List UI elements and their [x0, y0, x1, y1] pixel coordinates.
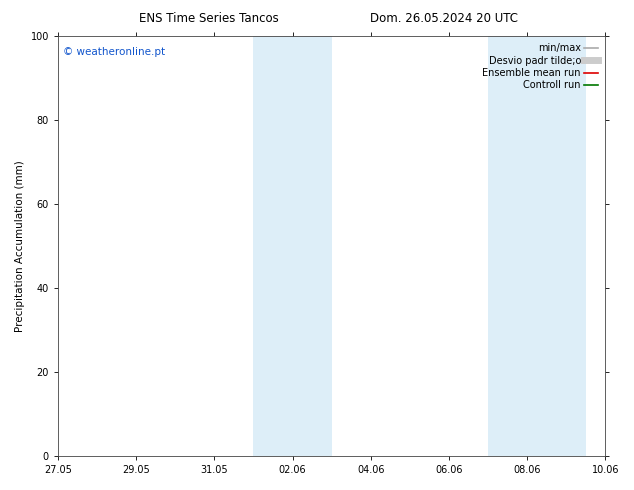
- Text: ENS Time Series Tancos: ENS Time Series Tancos: [139, 12, 279, 25]
- Legend: min/max, Desvio padr tilde;o, Ensemble mean run, Controll run: min/max, Desvio padr tilde;o, Ensemble m…: [481, 41, 600, 92]
- Bar: [488, 36, 586, 456]
- Text: Dom. 26.05.2024 20 UTC: Dom. 26.05.2024 20 UTC: [370, 12, 518, 25]
- Y-axis label: Precipitation Accumulation (mm): Precipitation Accumulation (mm): [15, 160, 25, 332]
- Bar: [254, 36, 332, 456]
- Text: © weatheronline.pt: © weatheronline.pt: [63, 47, 165, 57]
